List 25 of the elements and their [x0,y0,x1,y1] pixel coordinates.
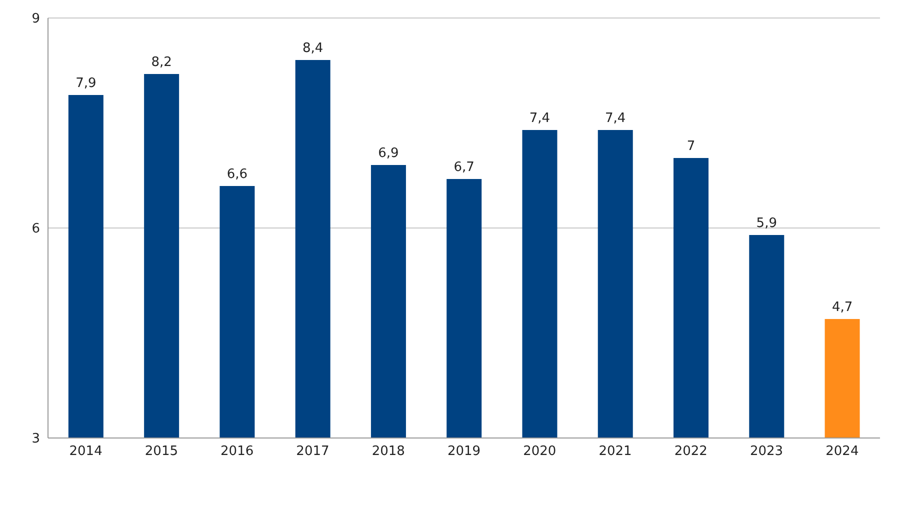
x-tick-label: 2022 [674,444,708,460]
data-label: 7,9 [76,76,96,91]
x-tick-label: 2024 [826,444,859,460]
data-label: 6,6 [226,167,248,182]
data-label: 6,9 [378,146,399,161]
y-tick-label: 3 [32,432,40,447]
x-tick-label: 2017 [296,444,330,460]
x-tick-label: 2021 [598,444,632,460]
x-tick-label: 2019 [447,444,481,460]
data-label: 6,7 [454,160,474,175]
y-tick-label: 6 [32,222,40,237]
x-tick-label: 2015 [144,444,178,460]
data-label: 7,4 [605,111,626,126]
data-label: 8,4 [302,41,324,56]
data-label: 5,9 [756,216,777,231]
x-tick-label: 2016 [220,444,254,460]
x-tick-label: 2014 [69,444,102,460]
data-label: 7,4 [529,111,550,126]
x-tick-label: 2018 [372,444,405,460]
x-tick-label: 2023 [750,444,784,460]
x-tick-label: 2020 [523,444,556,460]
data-label: 7 [686,139,696,154]
data-label: 4,7 [832,300,853,315]
data-label: 8,2 [151,55,172,70]
y-tick-label: 9 [32,12,40,27]
